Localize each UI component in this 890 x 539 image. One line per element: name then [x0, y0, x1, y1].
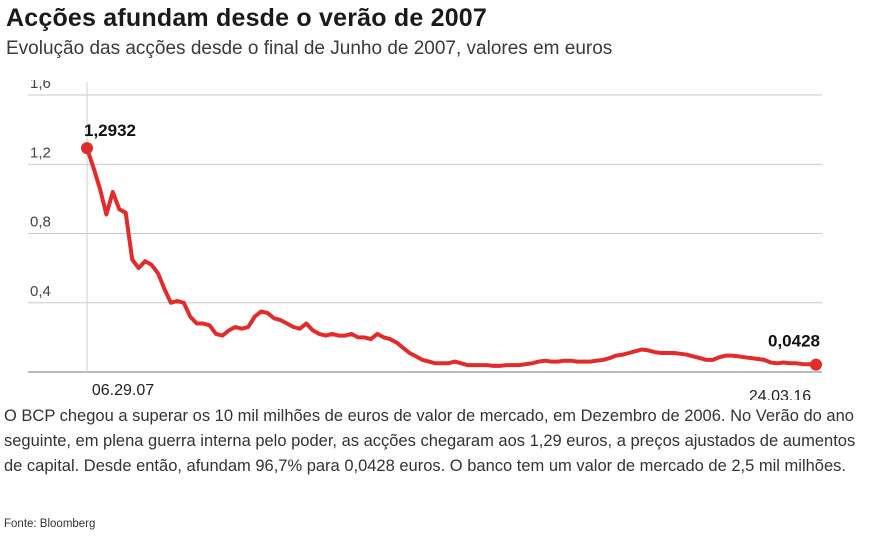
y-tick-label: 0,4 — [30, 283, 51, 300]
series-line-bcp — [85, 146, 818, 368]
chart-subtitle: Evolução das acções desde o final de Jun… — [6, 38, 613, 59]
x-end-label: 24.03.16 — [749, 388, 811, 400]
line-chart: 0,4 0,8 1,2 1,6 06.29.07 24.03.16 1,2932 0,0428 — [28, 80, 822, 400]
end-value-label: 0,0428 — [768, 332, 820, 351]
y-tick-label: 1,2 — [30, 144, 51, 161]
chart-title: Acções afundam desde o verão de 2007 — [6, 4, 488, 32]
x-start-label: 06.29.07 — [92, 382, 154, 399]
end-point — [810, 358, 822, 371]
y-tick-label: 1,6 — [30, 80, 51, 92]
chart-caption: O BCP chegou a superar os 10 mil milhões… — [4, 407, 856, 475]
start-value-label: 1,2932 — [84, 121, 136, 140]
y-tick-label: 0,8 — [30, 214, 51, 231]
start-point — [81, 142, 93, 155]
source-note: Fonte: Bloomberg — [4, 518, 96, 530]
